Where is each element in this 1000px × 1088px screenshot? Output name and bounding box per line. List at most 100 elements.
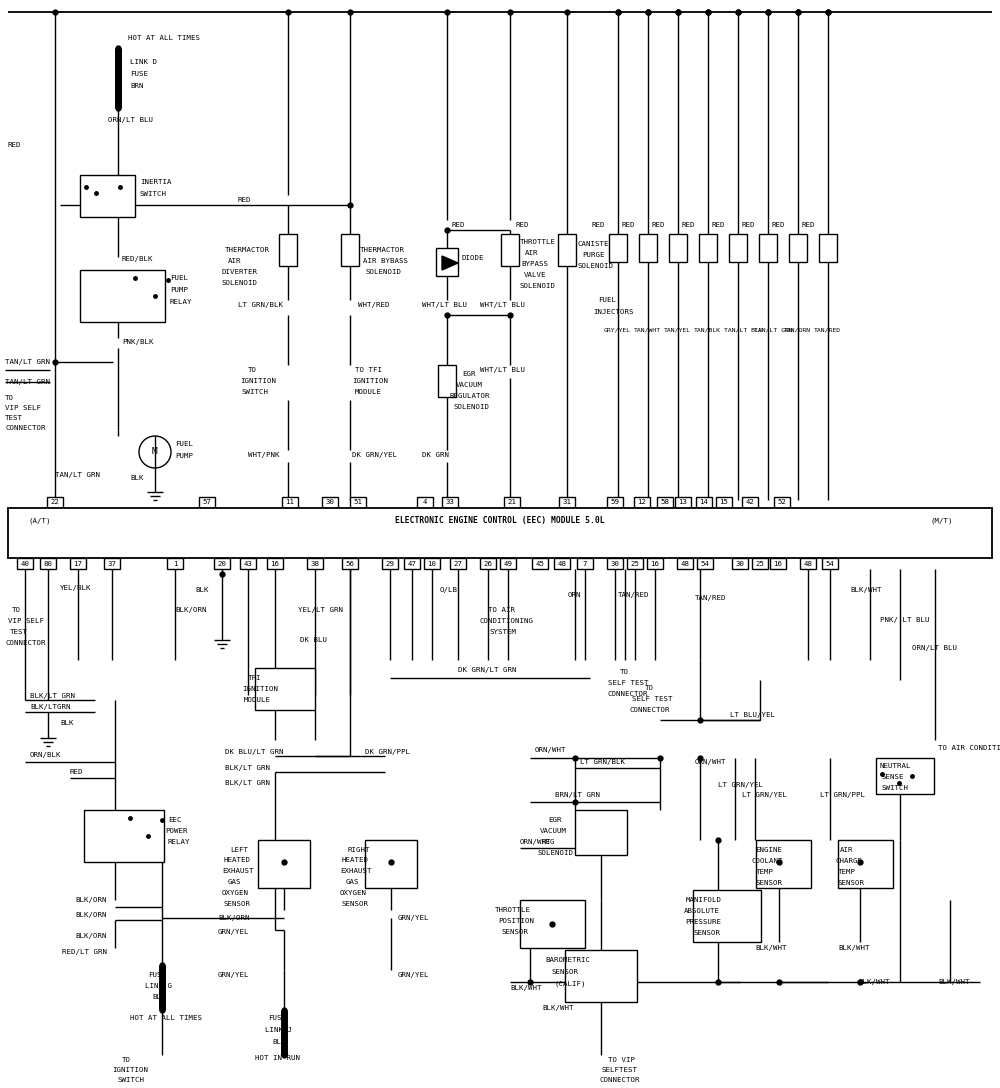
Text: BLK/WHT: BLK/WHT	[850, 588, 882, 593]
Bar	[838, 840, 893, 888]
Text: SOLENOID: SOLENOID	[365, 269, 401, 275]
Bar	[199, 497, 215, 508]
Bar	[774, 497, 790, 508]
Text: CONNECTOR: CONNECTOR	[600, 1077, 640, 1083]
Text: 16: 16	[270, 560, 280, 567]
Text: FUEL: FUEL	[175, 441, 193, 447]
Text: TO: TO	[12, 607, 21, 613]
Bar	[500, 558, 516, 569]
Text: VIP SELF: VIP SELF	[5, 405, 41, 411]
Bar	[501, 234, 519, 265]
Text: BLK/LT GRN: BLK/LT GRN	[225, 765, 270, 771]
Bar	[104, 558, 120, 569]
Text: POWER: POWER	[165, 828, 188, 834]
Text: 54: 54	[826, 560, 834, 567]
Bar	[759, 234, 777, 262]
Bar	[84, 809, 164, 862]
Text: TAN/RED: TAN/RED	[618, 592, 650, 598]
Text: THERMACTOR: THERMACTOR	[225, 247, 270, 254]
Bar	[770, 558, 786, 569]
Text: HEATED: HEATED	[224, 857, 251, 863]
Text: BLU: BLU	[272, 1039, 286, 1044]
Text: 20: 20	[218, 560, 226, 567]
Text: SENSOR: SENSOR	[838, 880, 865, 886]
Text: SOLENOID: SOLENOID	[222, 280, 258, 286]
Text: FUEL: FUEL	[170, 275, 188, 281]
Text: MODULE: MODULE	[355, 390, 382, 395]
Text: TAN/LT GRN: TAN/LT GRN	[5, 379, 50, 385]
Bar	[322, 497, 338, 508]
Bar	[240, 558, 256, 569]
Bar	[554, 558, 570, 569]
Text: TEMP: TEMP	[838, 869, 856, 875]
Text: (A/T): (A/T)	[28, 518, 50, 524]
Text: ORN/BLK: ORN/BLK	[30, 752, 62, 758]
Text: 37: 37	[108, 560, 116, 567]
Text: ORN/WHT: ORN/WHT	[520, 839, 552, 845]
Text: PURGE: PURGE	[582, 252, 604, 258]
Text: 25: 25	[756, 560, 765, 567]
Text: SENSOR: SENSOR	[552, 969, 579, 975]
Text: LT BLU/YEL: LT BLU/YEL	[730, 712, 775, 718]
Bar	[417, 497, 433, 508]
Bar	[438, 364, 456, 397]
Bar	[255, 668, 315, 710]
Text: PUMP: PUMP	[175, 453, 193, 459]
Text: HEATED: HEATED	[342, 857, 369, 863]
Bar	[756, 840, 811, 888]
Text: IGNITION: IGNITION	[352, 378, 388, 384]
Bar	[577, 558, 593, 569]
Text: TAN/RED: TAN/RED	[695, 595, 726, 601]
Text: 59: 59	[610, 499, 620, 506]
Text: AIR BYBASS: AIR BYBASS	[363, 258, 408, 264]
Bar	[634, 497, 650, 508]
Text: 16: 16	[774, 560, 782, 567]
Text: RELAY: RELAY	[170, 299, 192, 305]
Text: DK GRN/PPL: DK GRN/PPL	[365, 749, 410, 755]
Text: IGNITION: IGNITION	[112, 1067, 148, 1073]
Text: RED: RED	[681, 222, 695, 228]
Text: TFI: TFI	[248, 675, 262, 681]
Text: EXHAUST: EXHAUST	[340, 868, 372, 874]
Text: OXYGEN: OXYGEN	[340, 890, 367, 897]
Text: TAN/BLK: TAN/BLK	[694, 327, 721, 333]
Text: ORN/LT BLU: ORN/LT BLU	[108, 118, 153, 123]
Bar	[365, 840, 417, 888]
Bar	[404, 558, 420, 569]
Text: GRN/YEL: GRN/YEL	[218, 972, 250, 978]
Text: BLK/ORN: BLK/ORN	[75, 934, 106, 939]
Bar	[575, 809, 627, 855]
Bar	[520, 900, 585, 948]
Bar	[800, 558, 816, 569]
Bar	[424, 558, 440, 569]
Text: 4: 4	[423, 499, 427, 506]
Text: TEST: TEST	[10, 629, 28, 635]
Bar	[480, 558, 496, 569]
Text: 48: 48	[804, 560, 812, 567]
Text: LT GRN/BLK: LT GRN/BLK	[238, 302, 283, 308]
Text: CONNECTOR: CONNECTOR	[5, 640, 46, 646]
Text: PNK/BLK: PNK/BLK	[122, 339, 154, 345]
Text: ORN/WHT: ORN/WHT	[535, 747, 566, 753]
Text: ORN: ORN	[568, 592, 582, 598]
Text: THROTTLE: THROTTLE	[495, 907, 531, 913]
Text: SELF TEST: SELF TEST	[632, 696, 672, 702]
Text: WHT/LT BLU: WHT/LT BLU	[480, 367, 525, 373]
Text: 17: 17	[74, 560, 82, 567]
Text: VACUUM: VACUUM	[540, 828, 567, 834]
Text: CONNECTOR: CONNECTOR	[608, 691, 648, 697]
Text: RED: RED	[711, 222, 725, 228]
Bar	[167, 558, 183, 569]
Text: HOT AT ALL TIMES: HOT AT ALL TIMES	[128, 35, 200, 41]
Text: TO AIR: TO AIR	[488, 607, 515, 613]
Text: GAS: GAS	[228, 879, 242, 885]
Bar	[789, 234, 807, 262]
Text: SENSOR: SENSOR	[756, 880, 783, 886]
Bar	[504, 497, 520, 508]
Bar	[742, 497, 758, 508]
Text: VACUUM: VACUUM	[456, 382, 483, 388]
Text: ELECTRONIC ENGINE CONTROL (EEC) MODULE 5.0L: ELECTRONIC ENGINE CONTROL (EEC) MODULE 5…	[395, 517, 605, 526]
Text: RED: RED	[801, 222, 815, 228]
Text: BLK: BLK	[195, 588, 208, 593]
Text: HOT AT ALL TIMES: HOT AT ALL TIMES	[130, 1015, 202, 1021]
